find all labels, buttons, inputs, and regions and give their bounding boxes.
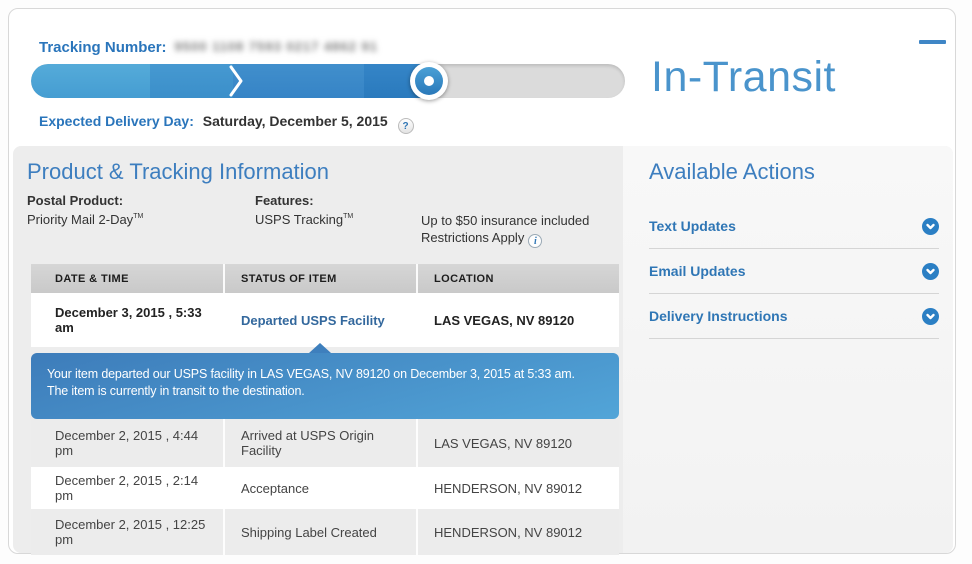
progress-current-marker	[410, 62, 448, 100]
action-label: Email Updates	[649, 263, 746, 279]
collapse-minimize-icon[interactable]	[919, 40, 946, 44]
progress-chevron-icon	[228, 65, 244, 98]
insurance-line2: Restrictions Apply	[421, 230, 525, 245]
action-label: Text Updates	[649, 218, 736, 234]
tracking-number-label: Tracking Number:	[39, 39, 167, 56]
postal-product-value: Priority Mail 2-DayTM	[27, 212, 143, 227]
available-actions-panel: Available Actions Text Updates Email Upd…	[623, 146, 953, 553]
info-icon[interactable]: i	[528, 234, 543, 248]
available-actions-title: Available Actions	[649, 159, 815, 184]
callout-arrow-up-icon	[309, 343, 331, 353]
status-detail-callout: Your item departed our USPS facility in …	[31, 343, 619, 419]
action-delivery-instructions[interactable]: Delivery Instructions	[649, 294, 939, 339]
insurance-line1: Up to $50 insurance included	[421, 213, 590, 228]
progress-segment-2	[149, 64, 233, 98]
shipment-status-heading: In-Transit	[651, 53, 836, 101]
table-header-row: DATE & TIME STATUS OF ITEM LOCATION	[31, 264, 619, 293]
cell-location: LAS VEGAS, NV 89120	[416, 293, 619, 347]
table-row-latest: December 3, 2015 , 5:33 am Departed USPS…	[31, 293, 619, 347]
details-panel: Available Actions Text Updates Email Upd…	[13, 146, 953, 555]
chevron-down-icon[interactable]	[922, 217, 939, 235]
tracking-history-table: DATE & TIME STATUS OF ITEM LOCATION Dece…	[31, 264, 619, 555]
cell-status: Departed USPS Facility	[223, 293, 416, 347]
cell-date: December 2, 2015 , 2:14 pm	[55, 473, 199, 503]
available-actions-list: Text Updates Email Updates Delivery Inst…	[649, 204, 939, 339]
delivery-progress-bar	[31, 64, 625, 98]
cell-location: HENDERSON, NV 89012	[416, 467, 619, 509]
cell-date: December 2, 2015 , 4:44 pm	[55, 428, 199, 458]
table-row: December 2, 2015 , 2:14 pm Acceptance HE…	[31, 467, 619, 509]
insurance-note: Up to $50 insurance included Restriction…	[421, 212, 589, 248]
action-text-updates[interactable]: Text Updates	[649, 204, 939, 249]
features-value: USPS TrackingTM	[255, 212, 353, 227]
product-tracking-title: Product & Tracking Information	[27, 159, 330, 184]
progress-segment-3	[232, 64, 364, 98]
features-label: Features:	[255, 193, 314, 208]
chevron-down-icon[interactable]	[922, 307, 939, 325]
expected-delivery-row: Expected Delivery Day: Saturday, Decembe…	[39, 113, 414, 134]
cell-status: Arrived at USPS Origin Facility	[223, 419, 416, 467]
tracking-number-value-redacted: 9500 1108 7593 0217 4862 91	[174, 39, 378, 54]
tracking-result-card: Tracking Number: 9500 1108 7593 0217 4862…	[8, 8, 956, 555]
expected-delivery-value: Saturday, December 5, 2015	[202, 113, 388, 129]
cell-status: Acceptance	[223, 467, 416, 509]
table-row: December 2, 2015 , 4:44 pm Arrived at US…	[31, 419, 619, 467]
cell-status: Shipping Label Created	[223, 509, 416, 555]
cell-date: December 3, 2015 , 5:33 am	[55, 305, 202, 335]
action-email-updates[interactable]: Email Updates	[649, 249, 939, 294]
table-row: December 2, 2015 , 12:25 pm Shipping Lab…	[31, 509, 619, 555]
progress-segment-1	[31, 64, 150, 98]
callout-line1: Your item departed our USPS facility in …	[47, 367, 575, 381]
action-label: Delivery Instructions	[649, 308, 788, 324]
column-header-status: STATUS OF ITEM	[223, 264, 416, 293]
feature-name: USPS Tracking	[255, 212, 344, 227]
cell-date: December 2, 2015 , 12:25 pm	[55, 517, 206, 547]
tracking-number-row: Tracking Number: 9500 1108 7593 0217 4862…	[39, 39, 378, 56]
cell-location: HENDERSON, NV 89012	[416, 509, 619, 555]
help-question-icon[interactable]: ?	[397, 118, 414, 134]
trademark-symbol: TM	[343, 213, 354, 220]
postal-product-name: Priority Mail 2-Day	[27, 212, 134, 227]
callout-message: Your item departed our USPS facility in …	[31, 353, 619, 419]
chevron-down-icon[interactable]	[922, 262, 939, 280]
postal-product-label: Postal Product:	[27, 193, 124, 208]
cell-location: LAS VEGAS, NV 89120	[416, 419, 619, 467]
column-header-date: DATE & TIME	[55, 272, 129, 285]
expected-delivery-label: Expected Delivery Day:	[39, 113, 194, 129]
column-header-location: LOCATION	[416, 264, 619, 293]
callout-line2: The item is currently in transit to the …	[47, 384, 305, 398]
progress-marker-dot	[424, 76, 434, 86]
trademark-symbol: TM	[133, 213, 144, 220]
